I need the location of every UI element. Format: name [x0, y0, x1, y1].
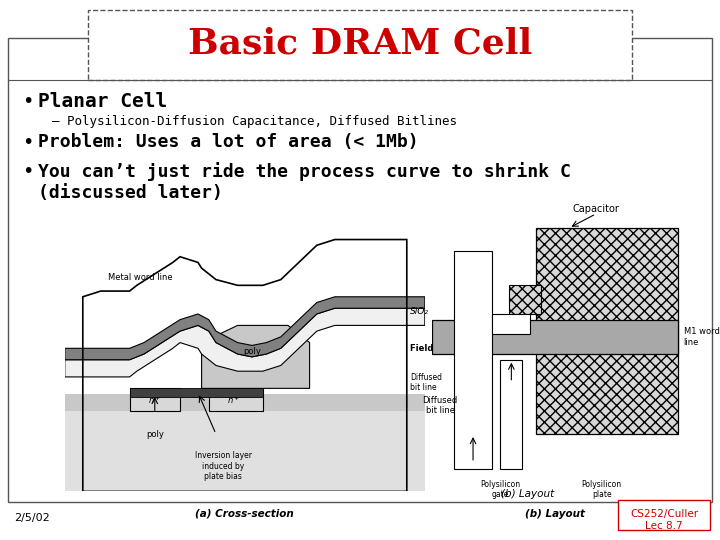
- Bar: [536, 228, 678, 434]
- Text: CS252/Culler: CS252/Culler: [630, 509, 698, 519]
- Text: SiO₂: SiO₂: [410, 307, 429, 315]
- Text: Inversion layer
induced by
plate bias: Inversion layer induced by plate bias: [194, 451, 252, 481]
- Text: M1 word
line: M1 word line: [684, 327, 719, 347]
- Text: Field Oxide: Field Oxide: [410, 344, 464, 353]
- Bar: [130, 388, 263, 397]
- Text: Polysilicon
plate: Polysilicon plate: [582, 480, 621, 500]
- Text: (b) Layout: (b) Layout: [501, 489, 554, 499]
- Text: poly: poly: [146, 430, 163, 438]
- Text: Capacitor: Capacitor: [572, 204, 620, 214]
- Polygon shape: [202, 326, 310, 388]
- Polygon shape: [65, 308, 425, 377]
- Text: Diffused
bit line: Diffused bit line: [423, 396, 458, 415]
- Text: (a) Cross-section: (a) Cross-section: [195, 509, 294, 518]
- Text: (b) Layout: (b) Layout: [525, 509, 585, 518]
- Text: You can’t just ride the process curve to shrink C: You can’t just ride the process curve to…: [38, 162, 571, 181]
- Bar: [500, 360, 522, 469]
- Bar: [65, 411, 425, 491]
- Bar: [432, 320, 678, 354]
- Bar: [454, 251, 492, 469]
- Text: •: •: [22, 92, 33, 111]
- Polygon shape: [209, 388, 263, 411]
- Text: – Polysilicon-Diffusion Capacitance, Diffused Bitlines: – Polysilicon-Diffusion Capacitance, Dif…: [52, 115, 457, 128]
- Bar: [8, 38, 712, 502]
- Text: •: •: [22, 133, 33, 152]
- Text: Problem: Uses a lot of area (< 1Mb): Problem: Uses a lot of area (< 1Mb): [38, 133, 418, 151]
- Text: Planar Cell: Planar Cell: [38, 92, 167, 111]
- Text: Metal word line: Metal word line: [108, 273, 173, 282]
- Text: •: •: [22, 162, 33, 181]
- Text: Polysilicon
gate: Polysilicon gate: [480, 480, 521, 500]
- Polygon shape: [130, 388, 180, 411]
- Polygon shape: [65, 297, 425, 360]
- Bar: [492, 314, 531, 334]
- Bar: [508, 285, 541, 314]
- Bar: [618, 500, 710, 530]
- Text: 2/5/02: 2/5/02: [14, 513, 50, 523]
- Text: poly: poly: [243, 347, 261, 356]
- Text: Lec 8.7: Lec 8.7: [645, 521, 683, 531]
- Text: Diffused
bit line: Diffused bit line: [410, 373, 442, 393]
- Text: (discussed later): (discussed later): [38, 184, 223, 202]
- Text: $n^+$: $n^+$: [228, 394, 240, 406]
- Bar: [65, 394, 425, 411]
- Text: Basic DRAM Cell: Basic DRAM Cell: [188, 26, 532, 60]
- Bar: [88, 10, 632, 80]
- Text: $n^+$: $n^+$: [148, 394, 161, 406]
